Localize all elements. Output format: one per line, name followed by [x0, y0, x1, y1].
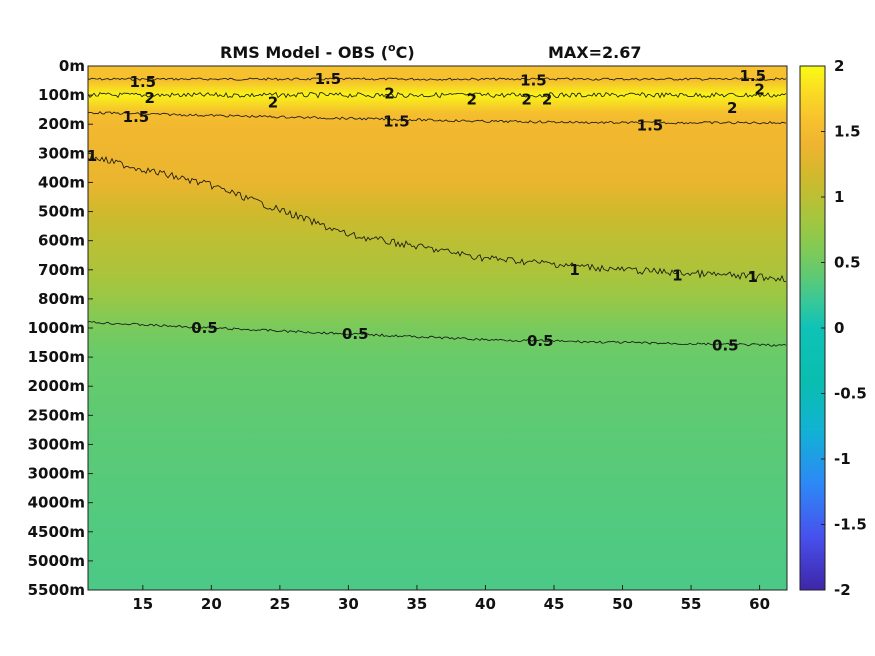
contour-label: 1.5: [130, 73, 157, 91]
y-tick-label: 2000m: [28, 377, 85, 395]
colorbar-gradient: [799, 65, 826, 591]
x-tick-label: 20: [201, 595, 222, 613]
x-tick-label: 35: [407, 595, 428, 613]
y-tick-label: 3000m: [28, 435, 85, 453]
contour-line-2: [87, 91, 787, 99]
contour-label: 1.5: [520, 72, 547, 90]
y-tick-label: 2500m: [28, 406, 85, 424]
contour-line-1-5: [87, 111, 787, 125]
contour-line-0-5: [87, 320, 787, 347]
contour-label: 1.5: [315, 70, 342, 88]
y-tick-label: 3000m: [28, 465, 85, 483]
x-tick-label: 50: [612, 595, 633, 613]
y-tick-label: 500m: [38, 203, 85, 221]
max-value-label: MAX=2.67: [548, 43, 642, 62]
contour-label: 1: [569, 261, 579, 279]
y-tick-label: 4500m: [28, 523, 85, 541]
contour-label: 2: [542, 90, 552, 108]
colorbar-tick-label: 1.5: [834, 123, 861, 141]
chart-title: RMS Model - OBS (oC): [220, 41, 415, 62]
colorbar-tick-label: -2: [834, 581, 851, 599]
y-tick-label: 700m: [38, 261, 85, 279]
x-axis: 15 20 25 30 35 40 45 50 55 60: [132, 585, 770, 613]
x-tick-label: 55: [681, 595, 702, 613]
contour-label: 1: [672, 267, 682, 285]
y-tick-label: 5500m: [28, 581, 85, 599]
y-tick-label: 300m: [38, 144, 85, 162]
y-tick-label: 4000m: [28, 494, 85, 512]
colorbar-tick-label: 2: [834, 57, 844, 75]
contour-line-1-5: [87, 77, 787, 81]
colorbar-ticks: 2 1.5 1 0.5 0 -0.5 -1 -1.5 -2: [821, 57, 867, 599]
contour-label: 0.5: [342, 325, 369, 343]
heatmap-field: [88, 66, 787, 590]
contour-label: 0.5: [527, 332, 554, 350]
colorbar: 2 1.5 1 0.5 0 -0.5 -1 -1.5 -2: [799, 57, 867, 599]
y-axis: 0m 100m 200m 300m 400m 500m 600m 700m 800m 1000m 1…: [28, 57, 93, 599]
contour-label: 2: [144, 89, 154, 107]
colorbar-tick-label: 1: [834, 188, 844, 206]
contour-label: 2: [754, 80, 764, 98]
colorbar-tick-label: -1.5: [834, 516, 867, 534]
x-tick-label: 15: [132, 595, 153, 613]
x-tick-label: 25: [269, 595, 290, 613]
x-tick-label: 30: [338, 595, 359, 613]
contour-label: 1.5: [383, 112, 410, 130]
contour-label: 2: [727, 99, 737, 117]
y-tick-label: 0m: [59, 57, 85, 75]
y-tick-label: 400m: [38, 173, 85, 191]
y-tick-label: 600m: [38, 232, 85, 250]
colorbar-tick-label: -0.5: [834, 385, 867, 403]
x-tick-label: 40: [475, 595, 496, 613]
contour-label: 1.5: [123, 108, 150, 126]
y-tick-label: 100m: [38, 86, 85, 104]
contour-lines: [87, 77, 787, 347]
contour-line-1: [87, 153, 787, 283]
contour-label: 0.5: [712, 336, 739, 354]
contour-label: 1: [87, 147, 97, 165]
y-tick-label: 800m: [38, 290, 85, 308]
y-tick-label: 200m: [38, 115, 85, 133]
y-tick-label: 5000m: [28, 552, 85, 570]
x-tick-label: 60: [749, 595, 770, 613]
contour-label: 2: [521, 90, 531, 108]
colorbar-tick-label: 0.5: [834, 254, 861, 272]
contour-label: 2: [384, 85, 394, 103]
y-tick-label: 1500m: [28, 348, 85, 366]
contour-label: 1: [748, 268, 758, 286]
contour-label: 1.5: [739, 67, 766, 85]
contour-label: 2: [268, 93, 278, 111]
colorbar-tick-label: -1: [834, 450, 851, 468]
colorbar-tick-label: 0: [834, 319, 844, 337]
y-tick-label: 1000m: [28, 319, 85, 337]
x-tick-label: 45: [544, 595, 565, 613]
contour-label: 1.5: [637, 117, 664, 135]
contour-label: 2: [467, 90, 477, 108]
contour-label: 0.5: [191, 319, 218, 337]
